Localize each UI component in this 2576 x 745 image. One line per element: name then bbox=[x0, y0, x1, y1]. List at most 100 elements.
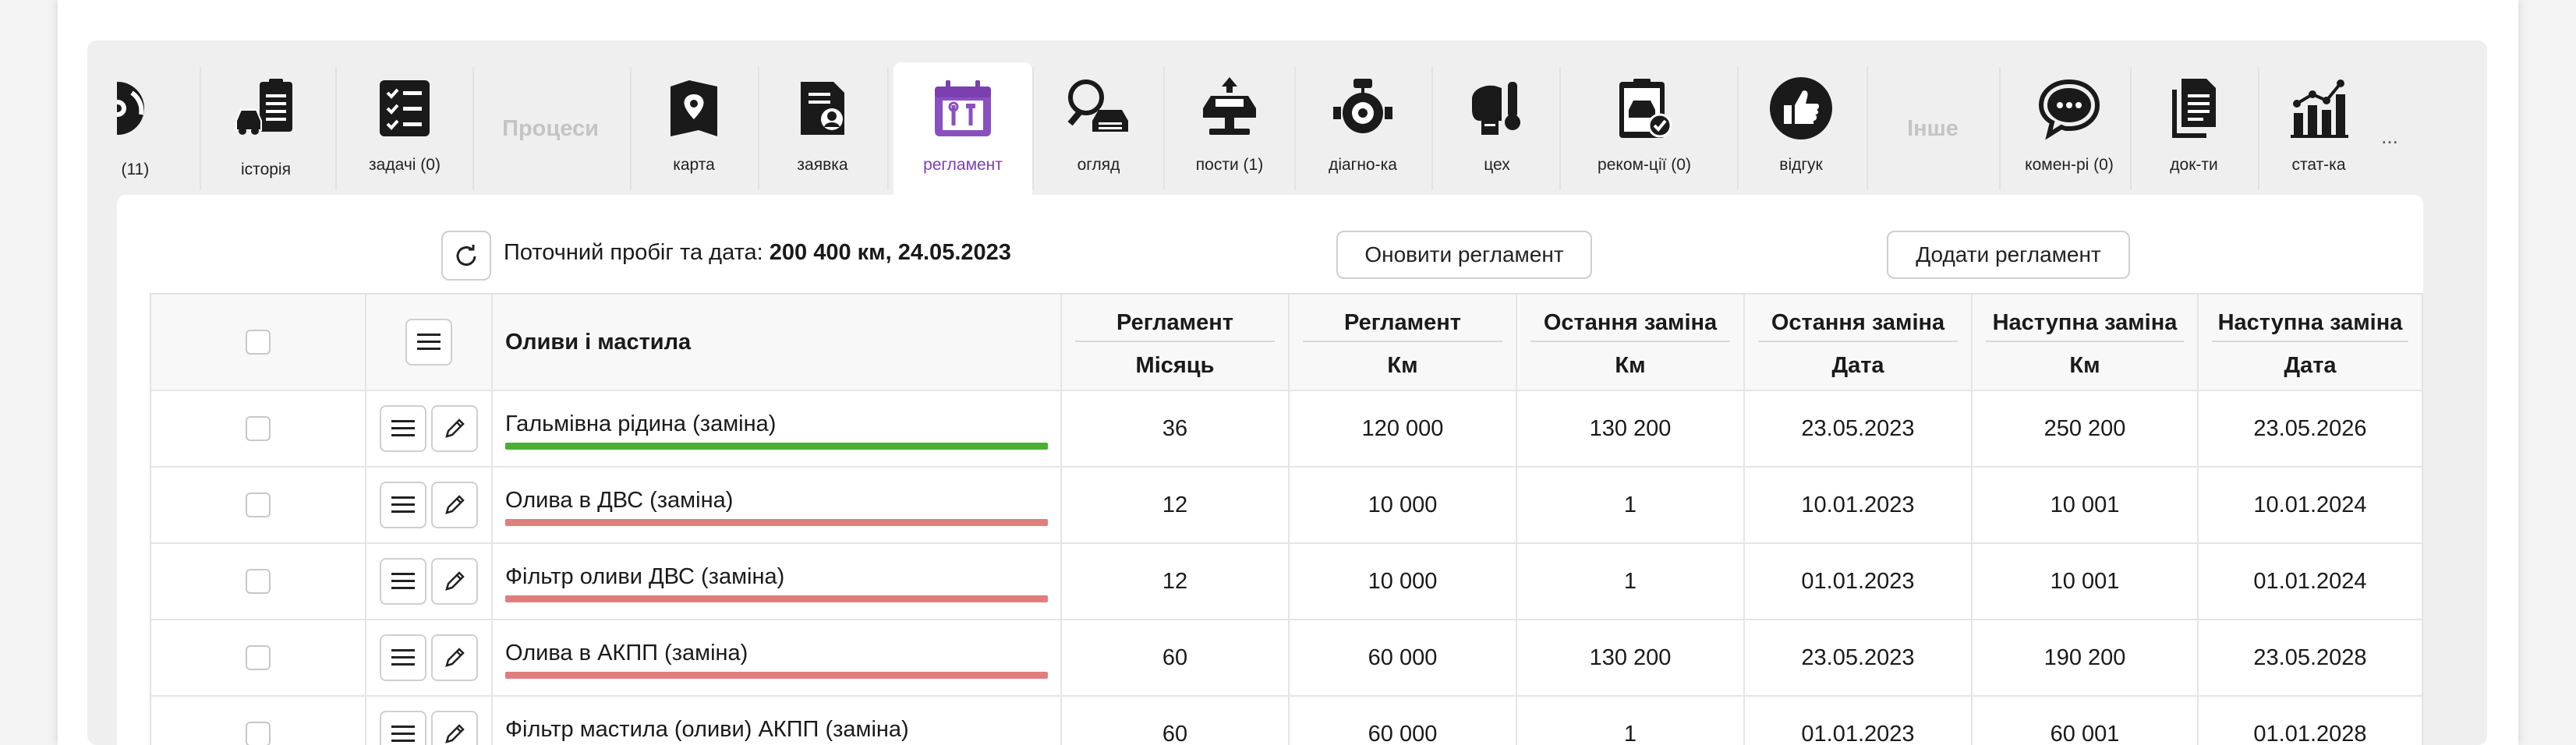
calendar-tools-icon bbox=[929, 75, 996, 142]
more-tabs-button[interactable]: ... bbox=[2381, 124, 2398, 148]
menu-icon bbox=[391, 649, 415, 666]
pencil-icon bbox=[445, 418, 465, 438]
menu-icon bbox=[391, 420, 415, 436]
group-header-other: Інше bbox=[1907, 115, 1959, 141]
mileage-value: 200 400 км, 24.05.2023 bbox=[769, 240, 1011, 265]
status-bar bbox=[505, 443, 1048, 450]
row-menu-button[interactable] bbox=[380, 711, 426, 745]
cell-value: 60 001 bbox=[2050, 721, 2120, 745]
schedule-card bbox=[117, 195, 2423, 745]
tab-history[interactable]: історія bbox=[203, 62, 329, 195]
pencil-icon bbox=[445, 495, 465, 514]
request-document-icon bbox=[789, 75, 856, 142]
cell-value: 10 001 bbox=[2050, 492, 2120, 517]
cell-value: 12 bbox=[1162, 568, 1188, 594]
column-header: Наступна заміна Дата bbox=[2197, 295, 2422, 390]
schedule-table: Оливи і мастила Регламент Місяць Регламе… bbox=[150, 293, 2423, 745]
tab-diagnostics[interactable]: діагно-ка bbox=[1296, 62, 1430, 195]
cell-value: 250 200 bbox=[2043, 415, 2126, 441]
tab-recommendations[interactable]: реком-ції (0) bbox=[1561, 62, 1728, 195]
cell-value: 120 000 bbox=[1361, 415, 1444, 441]
column-header: Регламент Місяць bbox=[1060, 295, 1288, 390]
workshop-icon bbox=[1463, 75, 1530, 142]
tab-label: заявка bbox=[797, 156, 848, 174]
column-header: Остання заміна Км bbox=[1516, 295, 1743, 390]
tab-map[interactable]: карта bbox=[632, 62, 756, 195]
menu-icon bbox=[391, 573, 415, 589]
tab-inspection[interactable]: огляд bbox=[1034, 62, 1163, 195]
row-edit-button[interactable] bbox=[431, 711, 478, 745]
status-bar bbox=[505, 595, 1048, 602]
row-checkbox[interactable] bbox=[246, 569, 271, 594]
row-checkbox[interactable] bbox=[246, 493, 271, 517]
tab-brakes[interactable]: ч (11) bbox=[117, 62, 203, 195]
table-row: Фільтр оливи ДВС (заміна) 12 10 000 1 01.01.… bbox=[151, 544, 2422, 620]
pencil-icon bbox=[445, 724, 465, 743]
row-edit-button[interactable] bbox=[431, 558, 478, 605]
name-column-header: Оливи і мастила bbox=[505, 329, 692, 355]
tab-label: комен-рі (0) bbox=[2025, 156, 2114, 174]
group-header-processes: Процеси bbox=[502, 115, 599, 141]
cell-value: 1 bbox=[1623, 492, 1637, 517]
cell-value: 01.01.2023 bbox=[1801, 721, 1915, 745]
tab-comments[interactable]: комен-рі (0) bbox=[2001, 62, 2138, 195]
row-menu-button[interactable] bbox=[380, 558, 426, 605]
thumbs-up-icon bbox=[1767, 75, 1835, 142]
tab-documents[interactable]: док-ти bbox=[2132, 62, 2256, 195]
column-header: Регламент Км bbox=[1288, 295, 1516, 390]
cell-value: 12 bbox=[1162, 492, 1188, 517]
cell-value: 1 bbox=[1623, 568, 1637, 594]
tab-workshop[interactable]: цех bbox=[1433, 62, 1561, 195]
item-name: Гальмівна рідина (заміна) bbox=[505, 411, 777, 436]
tab-feedback[interactable]: відгук bbox=[1739, 62, 1863, 195]
row-checkbox[interactable] bbox=[246, 722, 271, 745]
tab-label: цех bbox=[1484, 156, 1510, 174]
add-schedule-button[interactable]: Додати регламент bbox=[1887, 231, 2130, 279]
row-menu-button[interactable] bbox=[380, 405, 426, 452]
pencil-icon bbox=[445, 571, 465, 591]
tab-label: ч (11) bbox=[117, 161, 150, 178]
car-history-icon bbox=[232, 75, 299, 142]
tab-bar: ч (11) історія задачі (0) Процеси карта … bbox=[117, 62, 2401, 195]
cell-value: 60 bbox=[1162, 721, 1188, 745]
cell-value: 23.05.2026 bbox=[2253, 415, 2367, 441]
cell-value: 01.01.2023 bbox=[1801, 568, 1915, 594]
mileage-label: Поточний пробіг та дата: bbox=[504, 240, 763, 265]
row-menu-button[interactable] bbox=[380, 634, 426, 681]
tab-posts[interactable]: пости (1) bbox=[1165, 62, 1294, 195]
cell-value: 190 200 bbox=[2043, 644, 2126, 670]
tab-label: стат-ка bbox=[2291, 156, 2346, 174]
tab-tasks[interactable]: задачі (0) bbox=[337, 62, 472, 195]
current-mileage: Поточний пробіг та дата: 200 400 км, 24.… bbox=[504, 240, 1011, 266]
tab-request[interactable]: заявка bbox=[759, 62, 886, 195]
row-edit-button[interactable] bbox=[431, 405, 478, 452]
tab-label: реком-ції (0) bbox=[1598, 156, 1691, 174]
comments-icon bbox=[2036, 75, 2103, 142]
cell-value: 10.01.2023 bbox=[1801, 492, 1915, 517]
header-menu-button[interactable] bbox=[405, 319, 452, 365]
brake-disc-icon bbox=[117, 75, 162, 142]
cell-value: 60 000 bbox=[1368, 644, 1438, 670]
row-checkbox[interactable] bbox=[246, 416, 271, 441]
cell-value: 130 200 bbox=[1589, 415, 1672, 441]
row-menu-button[interactable] bbox=[380, 482, 426, 528]
select-all-checkbox[interactable] bbox=[246, 330, 271, 355]
item-name: Олива в ДВС (заміна) bbox=[505, 488, 734, 513]
car-inspection-icon bbox=[1065, 75, 1132, 142]
row-checkbox[interactable] bbox=[246, 645, 271, 670]
tab-statistics[interactable]: стат-ка bbox=[2259, 62, 2378, 195]
row-edit-button[interactable] bbox=[431, 634, 478, 681]
tab-schedule[interactable]: регламент bbox=[893, 62, 1032, 195]
table-row: Гальмівна рідина (заміна) 36 120 000 130 20… bbox=[151, 391, 2422, 468]
table-row: Фільтр мастила (оливи) АКПП (заміна) 60 60… bbox=[151, 697, 2422, 745]
table-row: Олива в ДВС (заміна) 12 10 000 1 10.01.2023 1… bbox=[151, 468, 2422, 544]
update-schedule-button[interactable]: Оновити регламент bbox=[1336, 231, 1592, 279]
refresh-button[interactable] bbox=[441, 231, 491, 281]
tab-label: огляд bbox=[1077, 156, 1120, 174]
row-edit-button[interactable] bbox=[431, 482, 478, 528]
cell-value: 01.01.2028 bbox=[2253, 721, 2367, 745]
menu-icon bbox=[417, 334, 441, 350]
status-bar bbox=[505, 672, 1048, 679]
menu-icon bbox=[391, 726, 415, 742]
item-name: Фільтр мастила (оливи) АКПП (заміна) bbox=[505, 717, 909, 742]
